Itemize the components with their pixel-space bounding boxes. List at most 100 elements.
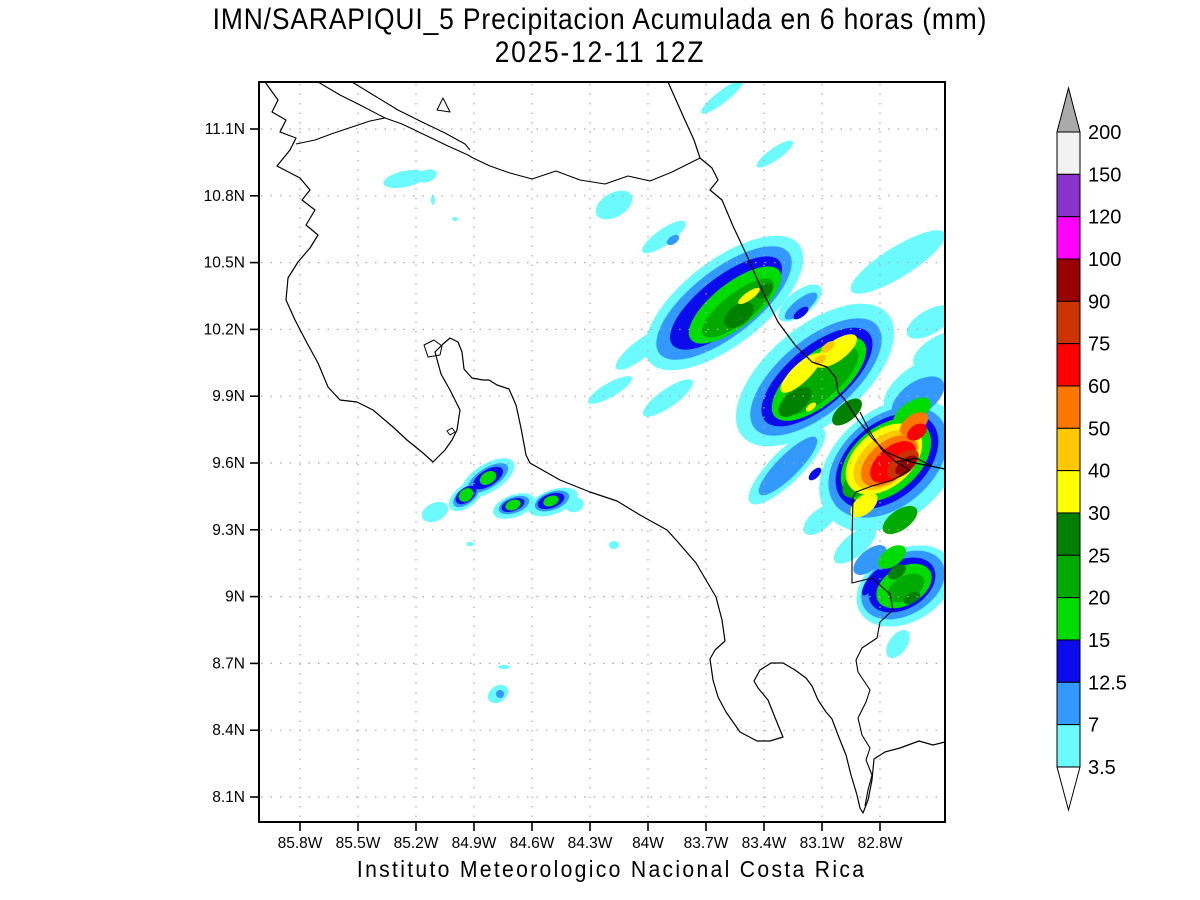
colorbar-segment — [1056, 554, 1081, 599]
precip-blob-3.5 — [642, 379, 694, 417]
colorbar-label: 12.5 — [1088, 672, 1127, 694]
precipitation-layer — [383, 82, 945, 704]
colorbar-segment — [1056, 343, 1081, 387]
precip-blob-60 — [907, 423, 927, 441]
precip-blob-30 — [850, 492, 878, 518]
coastline — [667, 82, 945, 470]
colorbar-label: 15 — [1088, 630, 1110, 652]
colorbar-segment — [1056, 427, 1081, 472]
y-tick-label: 9.3N — [212, 522, 245, 539]
precip-blob-3.5 — [466, 542, 474, 546]
precip-blob-3.5 — [906, 305, 945, 339]
precip-blob-3.5 — [431, 195, 435, 205]
precip-blob-7 — [496, 690, 504, 698]
y-tick-label: 10.8N — [204, 188, 245, 205]
x-tick-label: 83.1W — [800, 835, 845, 852]
colorbar-segment — [1056, 724, 1081, 768]
colorbar-segment — [1056, 300, 1081, 345]
chart-subtitle-date: 2025-12-11 12Z — [494, 36, 706, 69]
footer-caption: Instituto Meteorologico Nacional Costa R… — [356, 856, 867, 882]
colorbar-segment — [1056, 681, 1081, 726]
precip-blob-3.5 — [417, 169, 437, 183]
y-tick-label: 8.1N — [212, 789, 245, 806]
colorbar-label: 20 — [1088, 588, 1110, 610]
y-tick-label: 9.9N — [212, 388, 245, 405]
precip-blob-3.5 — [595, 190, 633, 220]
country-border — [295, 117, 386, 145]
precip-blob-3.5 — [886, 629, 910, 659]
colorbar-segment — [1056, 173, 1081, 218]
precip-blob-7 — [666, 234, 680, 246]
precip-blob-3.5 — [609, 541, 619, 549]
country-border — [895, 457, 933, 467]
precip-blob-7 — [784, 292, 818, 320]
y-tick-label: 11.1N — [205, 121, 245, 138]
precip-blob-3.5 — [588, 376, 632, 404]
country-border — [351, 82, 471, 151]
colorbar-label: 90 — [1088, 291, 1110, 313]
x-tick-label: 85.5W — [336, 835, 381, 852]
colorbar-label: 7 — [1088, 715, 1099, 737]
precip-blob-25 — [755, 283, 773, 299]
precip-blob-3.5 — [756, 140, 794, 168]
y-tick-label: 10.2N — [204, 321, 245, 338]
colorbar-segment — [1056, 385, 1081, 429]
precip-blob-30 — [780, 353, 822, 393]
precip-blob-25 — [832, 398, 862, 426]
colorbar-segment — [1056, 597, 1081, 641]
y-tick-label: 10.5N — [204, 255, 245, 272]
precip-blob-90 — [895, 455, 917, 475]
precip-blob-25 — [903, 591, 921, 605]
precip-blob-3.5 — [383, 169, 427, 189]
y-tick-label: 8.4N — [212, 722, 245, 739]
y-tick-label: 9N — [225, 589, 245, 606]
island-outline — [423, 339, 443, 358]
colorbar-label: 30 — [1088, 503, 1110, 525]
colorbar-arrow-down — [1056, 766, 1081, 812]
precip-blob-7 — [853, 545, 887, 575]
colorbar-label: 150 — [1088, 164, 1121, 186]
colorbar-label: 60 — [1088, 376, 1110, 398]
y-tick-label: 9.6N — [212, 455, 245, 472]
colorbar: 200 150 120 100 90 75 60 50 40 30 25 20 15 12.5 7 3.5 — [1056, 86, 1127, 812]
precip-blob-15 — [877, 545, 907, 569]
y-tick-label: 8.7N — [212, 655, 245, 672]
precip-blob-25 — [724, 301, 754, 329]
precip-blob-3.5 — [421, 501, 449, 523]
colorbar-segment — [1056, 216, 1081, 260]
colorbar-segment — [1056, 131, 1081, 175]
precip-blob-15 — [505, 499, 521, 511]
colorbar-label: 3.5 — [1088, 757, 1116, 779]
colorbar-label: 100 — [1088, 249, 1121, 271]
precip-blob-3.5 — [833, 526, 877, 564]
precip-blob-7 — [758, 436, 818, 496]
precip-blob-12.5 — [793, 306, 809, 320]
precip-blob-25 — [888, 564, 906, 580]
x-tick-label: 84.9W — [452, 835, 497, 852]
precip-blob-40 — [821, 341, 835, 353]
precip-blob-15 — [458, 488, 474, 502]
precip-blob-40 — [813, 354, 827, 366]
colorbar-arrow-up — [1056, 86, 1081, 133]
x-tick-label: 83.4W — [742, 835, 787, 852]
colorbar-label: 75 — [1088, 334, 1110, 356]
precip-blob-12.5 — [861, 568, 883, 596]
country-border — [851, 411, 911, 807]
colorbar-label: 25 — [1088, 545, 1110, 567]
x-tick-label: 85.2W — [394, 835, 439, 852]
precip-blob-3.5 — [642, 220, 686, 254]
x-tick-label: 83.7W — [684, 835, 729, 852]
x-tick-label: 85.8W — [278, 835, 323, 852]
country-border — [317, 82, 701, 185]
precip-blob-3.5 — [498, 665, 510, 669]
colorbar-label: 200 — [1088, 122, 1121, 144]
geography-layer — [264, 82, 945, 814]
axis-layer: 85.8W 85.5W 85.2W 84.9W 84.6W 84.3W 84W 83.7W 83… — [204, 121, 903, 852]
precip-blob-30 — [738, 287, 760, 305]
x-tick-label: 84.6W — [510, 835, 555, 852]
precip-blob-12.5 — [808, 467, 822, 481]
precip-blob-30 — [806, 402, 816, 412]
colorbar-label: 40 — [1088, 461, 1110, 483]
